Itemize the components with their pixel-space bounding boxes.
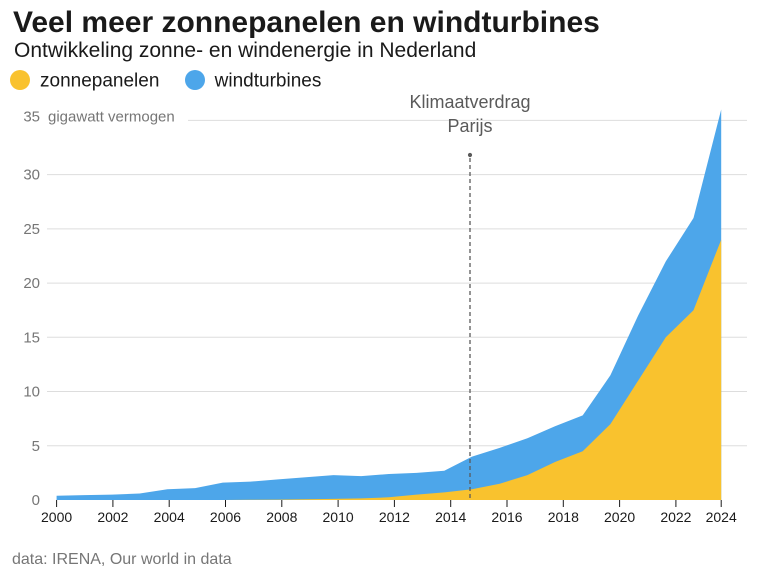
svg-text:0: 0 xyxy=(32,492,40,509)
svg-text:2012: 2012 xyxy=(379,509,410,525)
svg-text:Klimaatverdrag: Klimaatverdrag xyxy=(409,92,530,112)
svg-text:20: 20 xyxy=(23,275,40,292)
svg-text:Parijs: Parijs xyxy=(447,116,492,136)
svg-text:2024: 2024 xyxy=(706,509,737,525)
svg-text:15: 15 xyxy=(23,329,40,346)
svg-text:2004: 2004 xyxy=(154,509,185,525)
svg-text:2018: 2018 xyxy=(548,509,579,525)
svg-text:2002: 2002 xyxy=(97,509,128,525)
svg-text:25: 25 xyxy=(23,221,40,238)
svg-text:35: 35 xyxy=(23,109,40,126)
svg-text:2020: 2020 xyxy=(604,509,635,525)
svg-text:2022: 2022 xyxy=(660,509,691,525)
svg-text:5: 5 xyxy=(32,438,40,455)
svg-text:2006: 2006 xyxy=(210,509,241,525)
svg-text:2016: 2016 xyxy=(491,509,522,525)
svg-text:2010: 2010 xyxy=(323,509,354,525)
svg-text:30: 30 xyxy=(23,167,40,184)
svg-text:2008: 2008 xyxy=(266,509,297,525)
svg-text:2000: 2000 xyxy=(41,509,72,525)
svg-text:10: 10 xyxy=(23,384,40,401)
svg-text:gigawatt vermogen: gigawatt vermogen xyxy=(48,109,175,126)
svg-text:2014: 2014 xyxy=(435,509,466,525)
